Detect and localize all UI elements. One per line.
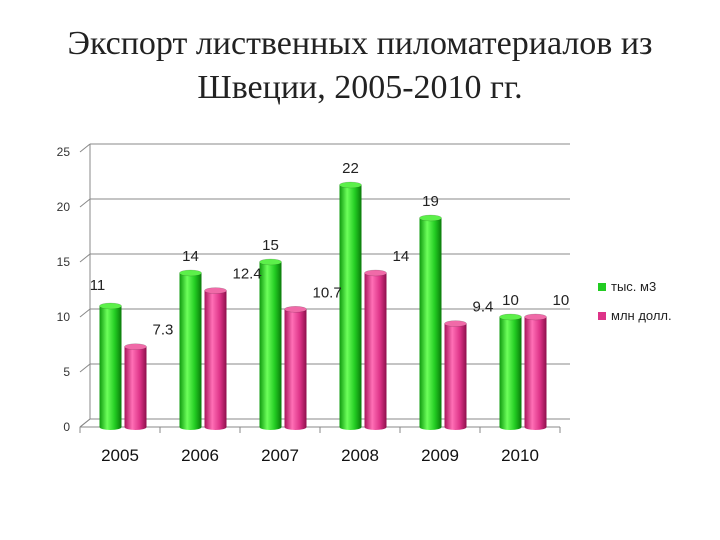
bar	[204, 287, 227, 430]
bar	[179, 269, 202, 430]
bar-body	[204, 290, 227, 427]
bar-top	[124, 343, 147, 350]
grid-diag	[79, 198, 91, 208]
grid-diag	[79, 253, 91, 263]
grid-diag	[79, 363, 91, 373]
data-label: 11	[90, 277, 106, 294]
bar-base	[419, 424, 442, 430]
data-label: 7.3	[153, 322, 174, 339]
data-label: 12.4	[233, 266, 262, 283]
y-tick-label: 10	[57, 310, 71, 324]
bar-top	[259, 258, 282, 266]
bar-body	[99, 306, 122, 427]
bar-body	[444, 323, 467, 427]
y-axis-wall	[79, 144, 91, 428]
y-tick-label: 25	[57, 145, 71, 159]
bar-base	[339, 424, 362, 430]
bar	[99, 302, 122, 430]
data-label: 19	[422, 193, 439, 210]
bar-base	[364, 424, 387, 430]
bar-body	[339, 185, 362, 427]
grid-diag	[79, 308, 91, 318]
bar	[499, 313, 522, 430]
data-label: 9.4	[473, 299, 494, 316]
bar-base	[204, 424, 227, 430]
bar	[419, 214, 442, 430]
data-label: 10.7	[313, 284, 342, 301]
chart-title-line-2: Швеции, 2005-2010 гг.	[197, 69, 523, 106]
bar-top	[499, 313, 522, 321]
y-tick-label: 15	[57, 255, 71, 269]
bar-body	[259, 262, 282, 427]
x-tick-label: 2009	[421, 446, 459, 465]
data-label: 15	[262, 237, 279, 254]
bar-body	[124, 346, 147, 427]
bar-body	[364, 273, 387, 427]
bar-body	[284, 309, 307, 427]
bar-top	[179, 269, 202, 277]
chart-title: Экспорт лиственных пиломатериалов из Шве…	[0, 22, 720, 110]
bar	[444, 320, 467, 430]
bar-top	[284, 306, 307, 313]
bar-base	[124, 424, 147, 430]
bar-top	[524, 313, 547, 321]
bar-top	[99, 302, 122, 310]
x-tick-label: 2005	[101, 446, 139, 465]
bar	[259, 258, 282, 430]
grid-diag	[79, 143, 91, 153]
bar-top	[364, 269, 387, 277]
data-label: 22	[342, 160, 359, 177]
data-label: 14	[393, 248, 410, 265]
x-tick-label: 2010	[501, 446, 539, 465]
bar-base	[499, 424, 522, 430]
bar-top	[444, 320, 467, 327]
bar-body	[499, 317, 522, 427]
y-tick-label: 0	[63, 420, 70, 434]
bar-top	[419, 214, 442, 222]
legend-entry: млн долл.	[611, 308, 672, 323]
bar-base	[524, 424, 547, 430]
bar-top	[339, 181, 362, 189]
bar	[364, 269, 387, 430]
bar-base	[259, 424, 282, 430]
y-tick-label: 5	[63, 365, 70, 379]
y-tick-label: 20	[57, 200, 71, 214]
data-label: 10	[502, 292, 519, 309]
x-tick-label: 2008	[341, 446, 379, 465]
bar-base	[284, 424, 307, 430]
bar	[284, 306, 307, 430]
chart-title-line-1: Экспорт лиственных пиломатериалов из	[67, 25, 653, 62]
legend-swatch	[598, 312, 606, 320]
x-tick-label: 2006	[181, 446, 219, 465]
bar-base	[179, 424, 202, 430]
data-label: 14	[182, 248, 199, 265]
bar-base	[444, 424, 467, 430]
legend-swatch	[598, 283, 606, 291]
bar-body	[179, 273, 202, 427]
bar-top	[204, 287, 227, 294]
x-tick-label: 2007	[261, 446, 299, 465]
bar	[524, 313, 547, 430]
bar-base	[99, 424, 122, 430]
legend-entry: тыс. м3	[611, 279, 656, 294]
bar	[124, 343, 147, 430]
data-label: 10	[553, 292, 570, 309]
bar-body	[419, 218, 442, 427]
bar-body	[524, 317, 547, 427]
bar	[339, 181, 362, 430]
